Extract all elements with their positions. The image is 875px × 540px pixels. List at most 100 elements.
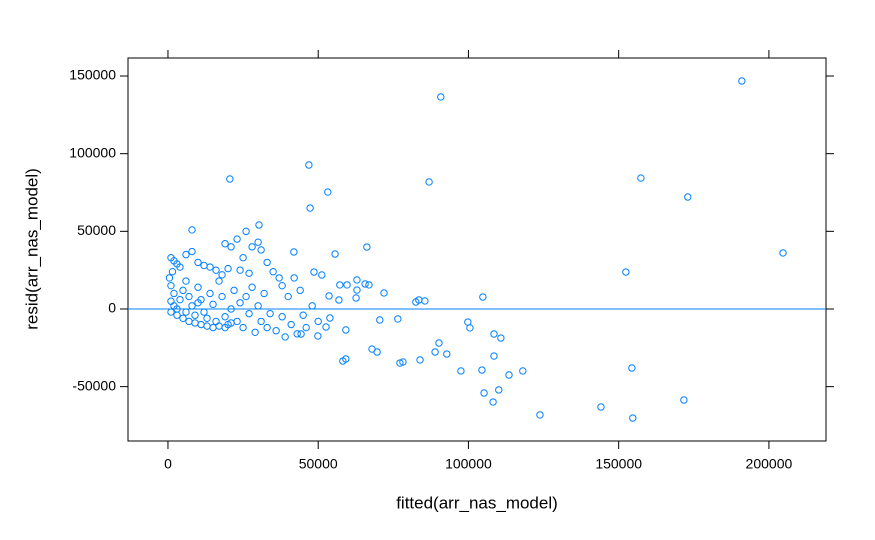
point	[466, 324, 474, 332]
point	[188, 226, 196, 234]
point	[185, 317, 193, 326]
point	[272, 327, 280, 335]
point	[342, 326, 350, 334]
point	[176, 295, 184, 304]
point	[242, 292, 250, 301]
point	[324, 188, 332, 196]
point	[325, 292, 333, 300]
point	[215, 322, 223, 330]
point	[255, 221, 263, 229]
point	[227, 319, 235, 327]
point	[182, 277, 190, 285]
x-tick-label: 50000	[299, 456, 338, 472]
point	[263, 258, 271, 267]
point	[478, 366, 486, 374]
point	[278, 313, 286, 321]
point	[365, 281, 373, 289]
point	[191, 319, 199, 327]
point	[278, 281, 286, 290]
y-tick-label: 100000	[69, 144, 116, 160]
point	[597, 403, 605, 411]
point	[218, 292, 226, 301]
point	[479, 293, 487, 301]
point	[779, 249, 787, 257]
point	[167, 297, 175, 305]
point	[373, 348, 381, 356]
point	[536, 411, 544, 419]
point	[361, 280, 369, 288]
point	[680, 396, 688, 404]
point	[322, 323, 330, 331]
y-tick-label: 50000	[77, 222, 116, 238]
point	[628, 364, 636, 372]
point	[326, 314, 334, 322]
point	[269, 268, 277, 276]
point	[394, 315, 402, 323]
point	[353, 286, 361, 294]
point	[302, 323, 310, 332]
point	[293, 330, 301, 338]
point	[380, 289, 388, 297]
point	[443, 350, 451, 358]
point	[215, 277, 223, 285]
point	[376, 316, 384, 324]
x-tick-label: 100000	[445, 456, 492, 472]
y-axis-title: resid(arr_nas_model)	[22, 168, 41, 330]
point	[245, 309, 253, 318]
y-tick-label: 150000	[69, 67, 116, 83]
point	[519, 367, 527, 375]
point	[182, 308, 190, 316]
point	[173, 311, 181, 319]
point	[197, 320, 205, 329]
point	[505, 371, 513, 379]
point	[230, 286, 238, 295]
point	[431, 348, 439, 356]
point	[167, 281, 175, 290]
point	[168, 268, 177, 276]
point	[352, 294, 360, 302]
point	[266, 309, 274, 318]
point	[239, 323, 247, 332]
x-tick-label: 150000	[595, 456, 642, 472]
point	[212, 317, 220, 326]
point	[421, 297, 429, 305]
point	[185, 292, 193, 301]
point	[290, 248, 298, 256]
point	[221, 313, 229, 321]
point	[254, 238, 262, 246]
point	[242, 227, 250, 236]
point	[314, 332, 322, 340]
point	[363, 243, 371, 251]
point	[310, 268, 318, 276]
point	[245, 269, 253, 277]
point	[236, 266, 244, 274]
point	[218, 271, 226, 279]
point	[221, 240, 229, 248]
point	[221, 323, 229, 332]
point	[179, 286, 187, 295]
point	[284, 292, 292, 301]
point	[297, 330, 305, 338]
point	[637, 174, 645, 182]
point	[206, 289, 214, 298]
y-tick-label: -50000	[72, 377, 116, 393]
point	[239, 254, 247, 262]
point	[684, 193, 692, 201]
point	[209, 323, 217, 332]
point	[236, 299, 244, 307]
point	[490, 352, 498, 360]
x-axis-title: fitted(arr_nas_model)	[396, 493, 558, 512]
point	[248, 243, 256, 251]
point	[263, 323, 271, 332]
point	[254, 302, 262, 310]
point	[622, 268, 630, 276]
point	[209, 300, 217, 309]
x-tick-label: 0	[164, 456, 172, 472]
y-tick-label: 0	[108, 300, 116, 316]
point	[206, 263, 214, 271]
point	[296, 286, 304, 295]
point	[275, 274, 283, 282]
point	[331, 250, 339, 258]
